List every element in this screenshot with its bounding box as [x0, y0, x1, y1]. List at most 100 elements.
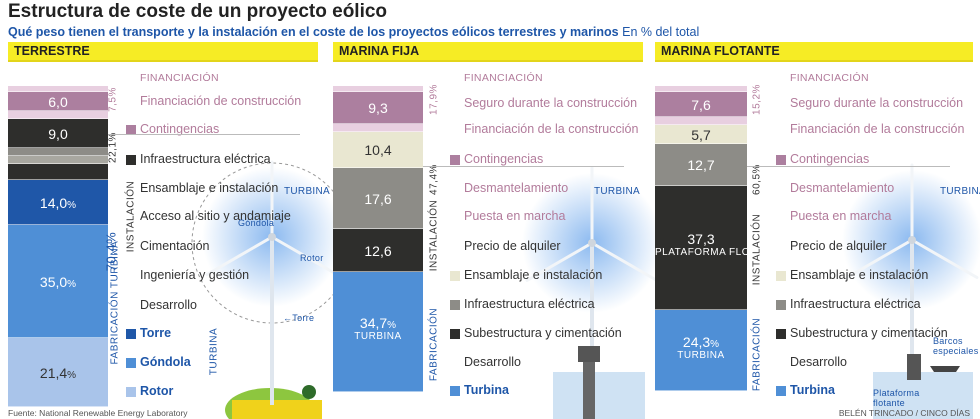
bar-segment-1-0	[333, 92, 423, 124]
turbine-label-2: Rotor	[300, 253, 324, 263]
legend-item-0-3: Infraestructura eléctrica	[140, 152, 271, 166]
group-label-0-5: TURBINA	[208, 327, 220, 376]
page-title: Estructura de coste de un proyecto eólic…	[8, 1, 388, 22]
group-label-0-3: INSTALACIÓN	[125, 180, 137, 253]
finance-band2-1	[333, 124, 423, 132]
turbine-label-6: Barcos especiales	[933, 336, 979, 356]
bar-value: 12,7	[687, 157, 715, 173]
bar-value: 10,4	[364, 142, 392, 158]
legend-swatch-1-7	[450, 271, 460, 281]
legend-item-1-4: Desmantelamiento	[464, 181, 569, 195]
ground	[232, 400, 322, 419]
bar-segment-2-0	[655, 92, 747, 117]
bar-label-1-4: 34,7% TURBINA	[333, 315, 423, 342]
credit-note: BELÉN TRINCADO / CINCO DÍAS	[838, 408, 970, 418]
legend-item-2-10: Desarrollo	[790, 355, 847, 369]
turbine-blade	[270, 235, 339, 276]
turbine-label-0: TURBINA	[284, 186, 330, 197]
finance-band2-2	[655, 117, 747, 125]
turbine-label-5: TURBINA	[940, 186, 980, 197]
bar-value: 35,0	[39, 273, 68, 290]
legend-item-2-9: Subestructura y cimentación	[790, 326, 948, 340]
legend-separator-0	[108, 134, 300, 135]
bar-unit: %	[67, 278, 77, 290]
chart-header-underline-2	[655, 60, 973, 62]
legend-item-1-3: Contingencias	[464, 152, 544, 166]
legend-item-1-11: Turbina	[464, 383, 509, 397]
legend-item-1-1: Seguro durante la construcción	[464, 96, 638, 110]
legend-item-0-10: Góndola	[140, 355, 191, 369]
bar-value: 7,6	[691, 96, 711, 113]
finance-band2-0	[8, 111, 108, 119]
turbine-hub	[268, 233, 276, 241]
legend-swatch-0-11	[126, 387, 136, 397]
legend-swatch-2-8	[776, 300, 786, 310]
bar-unit: %	[67, 199, 77, 211]
bar-unit: %	[387, 320, 397, 331]
bar-label-1-3: 12,6	[333, 243, 423, 259]
turbine-label-4: TURBINA	[594, 186, 640, 197]
chart-header-2: MARINA FLOTANTE	[655, 42, 973, 60]
legend-item-1-5: Puesta en marcha	[464, 209, 566, 223]
group-label-1-3: FABRICACIÓN	[428, 307, 440, 382]
bar-unit: %	[67, 369, 77, 381]
turbine-hub	[588, 239, 596, 247]
group-label-0-1: 22,1%	[107, 132, 119, 163]
chart-header-0: TERRESTRE	[8, 42, 318, 60]
bar-value: 34,7	[359, 315, 388, 331]
legend-swatch-2-11	[776, 386, 786, 396]
turbine-label-1: Góndola	[238, 218, 275, 228]
legend-item-1-10: Desarrollo	[464, 355, 521, 369]
legend-swatch-1-11	[450, 386, 460, 396]
bar-segment-1-4	[333, 272, 423, 392]
bar-label-1-0: 9,3	[333, 100, 423, 116]
legend-item-2-0: FINANCIACIÓN	[790, 72, 869, 84]
legend-item-0-0: FINANCIACIÓN	[140, 72, 219, 84]
legend-item-2-4: Desmantelamiento	[790, 181, 895, 195]
chart-header-underline-0	[8, 60, 318, 62]
legend-item-1-0: FINANCIACIÓN	[464, 72, 543, 84]
group-label-1-2: INSTALACIÓN	[428, 199, 440, 272]
legend-swatch-2-9	[776, 329, 786, 339]
finance-band-0	[8, 86, 108, 92]
legend-item-1-7: Ensamblaje e instalación	[464, 268, 603, 282]
bar-label-1-2: 17,6	[333, 191, 423, 207]
legend-swatch-0-10	[126, 358, 136, 368]
legend-item-0-1: Financiación de construcción	[140, 94, 302, 108]
bar-unit: %	[710, 338, 720, 350]
chart-header-underline-1	[333, 60, 643, 62]
floating-platform	[907, 354, 921, 380]
legend-item-1-9: Subestructura y cimentación	[464, 326, 622, 340]
finance-band-1	[333, 86, 423, 92]
group-label-2-0: 15,2%	[751, 84, 763, 115]
legend-swatch-1-3	[450, 155, 460, 165]
legend-item-0-2: Contingencias	[140, 122, 220, 136]
bar-value: 24,3	[682, 333, 711, 350]
bar-value: 9,3	[368, 100, 388, 116]
legend-swatch-2-7	[776, 271, 786, 281]
bar-value: 14,0	[39, 194, 68, 211]
bar-segment-2-1	[655, 125, 747, 144]
legend-swatch-1-9	[450, 329, 460, 339]
bar-label-2-3: 37,3 PLATAFORMA FLOTANTE	[655, 231, 784, 258]
group-label-2-2: INSTALACIÓN	[751, 213, 763, 286]
boat-icon	[930, 366, 960, 372]
turbine-label-3: ←Torre	[283, 313, 315, 323]
legend-item-2-5: Puesta en marcha	[790, 209, 892, 223]
turbine-label-7: Plataforma flotante	[873, 388, 920, 408]
sea	[873, 372, 973, 419]
legend-item-2-1: Seguro durante la construcción	[790, 96, 964, 110]
legend-item-2-3: Contingencias	[790, 152, 870, 166]
bar-label-1-1: 10,4	[333, 142, 423, 158]
bar-segment-0-3	[8, 225, 108, 338]
turbine-blade	[205, 235, 274, 276]
legend-swatch-0-9	[126, 329, 136, 339]
bar-segment-1-2	[333, 168, 423, 229]
legend-item-1-8: Infraestructura eléctrica	[464, 297, 595, 311]
bar-value: 9,0	[48, 125, 68, 142]
bar-segment-2-3	[655, 186, 747, 310]
legend-swatch-2-3	[776, 155, 786, 165]
subtitle-text: Qué peso tienen el transporte y la insta…	[8, 25, 619, 39]
bar-segment-1-1	[333, 132, 423, 168]
legend-swatch-0-3	[126, 155, 136, 165]
